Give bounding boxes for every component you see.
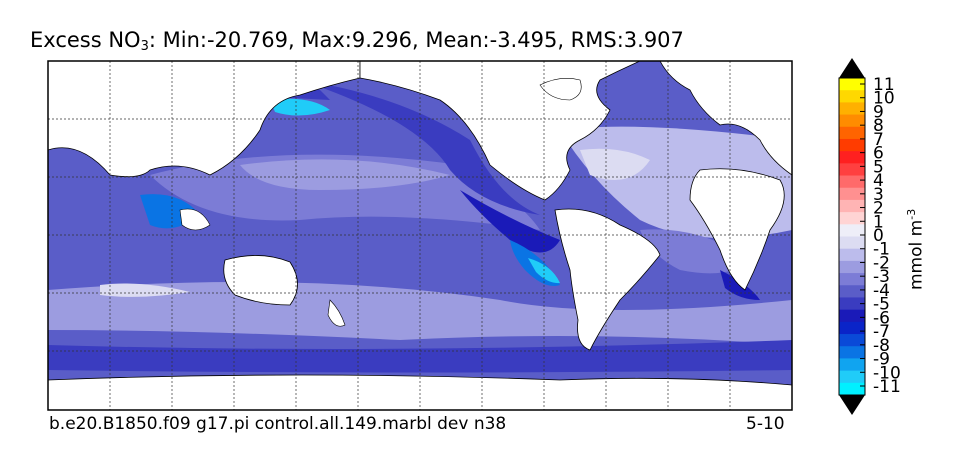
colorbar-tick-label: -7: [873, 322, 890, 342]
colorbar-swatch: [839, 212, 865, 225]
antarctica-land: [48, 374, 792, 410]
colorbar-unit-label: mmol m-3: [905, 208, 927, 290]
colorbar-tick-label: -10: [873, 363, 901, 383]
colorbar-frame: [838, 77, 866, 396]
colorbar-tick-label: -8: [873, 336, 890, 356]
colorbar-swatch: [839, 224, 865, 237]
map-plot: [48, 61, 792, 410]
colorbar-tick-label: -9: [873, 350, 890, 370]
colorbar-tick-label: -11: [873, 377, 901, 397]
colorbar-swatch: [839, 151, 865, 164]
new-zealand-land: [327, 299, 346, 327]
map-frame: [47, 60, 793, 411]
colorbar-tick-label: 7: [873, 130, 884, 150]
colorbar-swatch: [839, 236, 865, 250]
colorbar-swatch: [839, 309, 865, 323]
north-atlantic-lighter: [580, 148, 650, 180]
okhotsk-band: [270, 98, 330, 116]
colorbar-swatch: [839, 334, 865, 347]
colorbar-swatch: [839, 126, 865, 140]
colorbar-tick-label: 4: [873, 171, 884, 191]
colorbar-swatch: [839, 78, 865, 91]
colorbar-swatch: [839, 346, 865, 359]
borneo-land: [179, 208, 211, 231]
colorbar-tick-label: -2: [873, 253, 890, 273]
colorbar-swatch: [839, 175, 865, 189]
case-name-label: b.e20.B1850.f09 g17.pi control.all.149.m…: [49, 414, 507, 434]
colorbar-swatch: [839, 382, 865, 396]
south-atlantic-band: [640, 229, 750, 274]
colorbar-tick-label: 3: [873, 185, 884, 205]
colorbar-swatch: [839, 138, 865, 152]
colorbar-swatch: [839, 370, 865, 384]
africa-land: [689, 168, 785, 291]
colorbar-swatch: [839, 114, 865, 128]
colorbar-tick-label: -5: [873, 295, 890, 315]
colorbar-over-arrow: [839, 58, 865, 78]
graticule: [48, 61, 792, 410]
colorbar-swatch: [839, 187, 865, 201]
colorbar-under-arrow: [839, 395, 865, 415]
colorbar-tick-label: 6: [873, 144, 884, 164]
colorbar-tick-label: 2: [873, 199, 884, 219]
colorbar-tick-label: 0: [873, 226, 884, 246]
colorbar-tick-label: -3: [873, 267, 890, 287]
colorbar-swatch: [839, 358, 865, 372]
colorbar-swatch: [839, 260, 865, 274]
colorbar-tick-label: 11: [873, 75, 895, 95]
colorbar-swatch: [839, 297, 865, 311]
pacific-band-lighter: [240, 159, 450, 190]
greenland-land: [539, 78, 582, 101]
colorbar-swatch: [839, 102, 865, 116]
colorbar-tick-label: 9: [873, 102, 884, 122]
south-pacific-patch: [100, 283, 190, 297]
colorbar-swatch: [839, 90, 865, 103]
colorbar-tick-label: 1: [873, 212, 884, 232]
colorbar-swatch: [839, 248, 865, 262]
east-pacific-deep-band: [300, 80, 540, 215]
europe-land: [659, 61, 792, 176]
colorbar-swatch: [839, 285, 865, 298]
colorbar-swatch: [839, 199, 865, 213]
australia-land: [223, 255, 298, 306]
south-america-land: [554, 208, 661, 351]
depth-range-label: 5-10: [746, 414, 785, 434]
colorbar-tick-label: 8: [873, 116, 884, 136]
colorbar-swatch: [839, 163, 865, 177]
colorbar-tick-label: -4: [873, 281, 890, 301]
colorbar-swatch: [839, 321, 865, 335]
peru-band-1: [460, 190, 560, 253]
colorbar-tick-label: 5: [873, 157, 884, 177]
colorbar-tick-label: -6: [873, 308, 890, 328]
circumpolar-band: [48, 340, 792, 373]
colorbar-swatch: [839, 273, 865, 286]
colorbar-tick-label: 10: [873, 89, 895, 109]
map-title: Excess NO3: Min:-20.769, Max:9.296, Mean…: [30, 28, 684, 54]
colorbar-tick-label: -1: [873, 240, 890, 260]
